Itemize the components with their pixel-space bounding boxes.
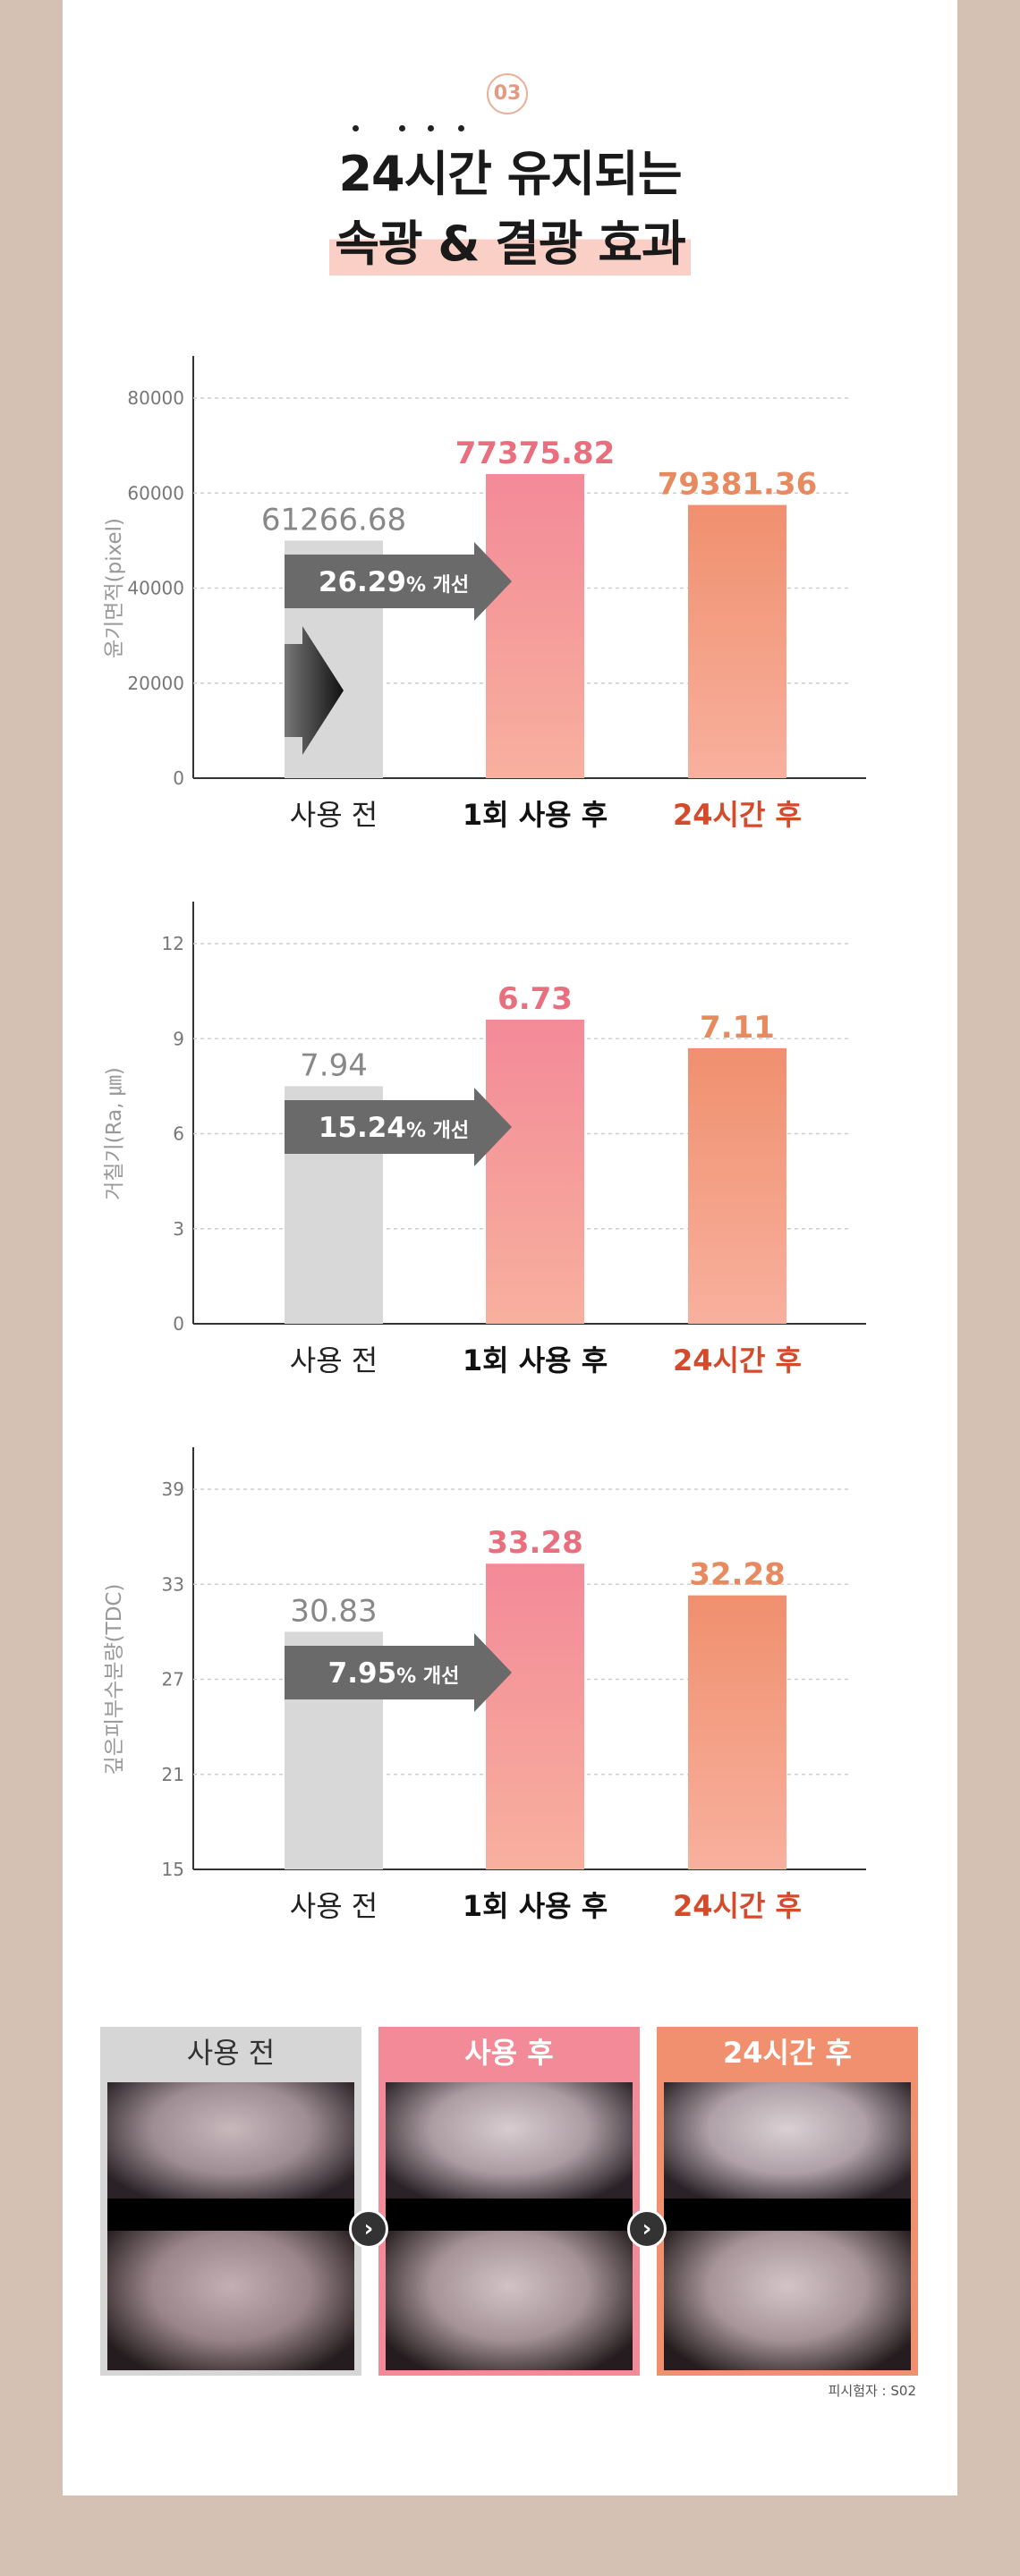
bar: [486, 1020, 584, 1324]
y-tick-label: 9: [173, 1028, 184, 1049]
data-label: 6.73: [497, 981, 573, 1017]
x-tick-label: 24시간 후: [673, 1343, 802, 1377]
x-tick-label: 24시간 후: [673, 798, 802, 832]
subject-note: 피시험자 : S02: [828, 2383, 916, 2399]
page-subtitle: 속광 & 결광 효과: [329, 213, 691, 275]
improvement-arrow: [285, 542, 512, 621]
x-tick-label: 1회 사용 후: [463, 798, 608, 832]
bar: [486, 1563, 584, 1869]
y-tick-label: 15: [162, 1859, 184, 1880]
data-label: 33.28: [487, 1525, 583, 1561]
y-tick-label: 0: [173, 767, 184, 789]
chevron-right-icon: ›: [627, 2209, 667, 2249]
chart-gloss-area: 0 20000 40000 60000 80000 윤기면적(pixel) 61266.68…: [0, 340, 1020, 859]
y-tick-label: 40000: [127, 578, 184, 599]
y-tick-label: 3: [173, 1218, 184, 1240]
data-label: 7.11: [700, 1010, 775, 1046]
page-title: 24시간 유지되는: [338, 146, 682, 202]
before-after-photos: 사용 전 사용 후 24시간 후: [0, 2027, 1020, 2376]
improvement-arrow: [285, 1088, 512, 1166]
photo-panel-24h: 24시간 후: [657, 2027, 918, 2376]
data-label: 32.28: [689, 1557, 786, 1593]
y-tick-label: 39: [162, 1479, 184, 1500]
photo-panel-label: 사용 후: [464, 2036, 554, 2070]
x-tick-label: 사용 전: [290, 1343, 378, 1377]
chevron-right-icon: ›: [349, 2209, 388, 2249]
chart-svg: 0 3 6 9 12 거칠기(Ra, ㎛) 7.94 사용 전 6.73 1회 사용 후 7.11 2…: [103, 902, 866, 1377]
chart-deep-moisture: 15 21 27 33 39 깊은피부수분량(TDC) 30.83 사용 전 33.28 1회 사…: [0, 1431, 1020, 1950]
y-tick-label: 21: [162, 1764, 184, 1785]
x-tick-label: 사용 전: [290, 1889, 378, 1923]
y-tick-label: 60000: [127, 482, 184, 504]
y-tick-label: 27: [162, 1669, 184, 1690]
data-label: 79381.36: [658, 467, 818, 503]
x-tick-label: 1회 사용 후: [463, 1889, 608, 1923]
data-label: 30.83: [290, 1593, 377, 1629]
x-tick-label: 24시간 후: [673, 1889, 802, 1923]
y-axis-label: 깊은피부수분량(TDC): [103, 1584, 126, 1775]
y-axis-label: 윤기면적(pixel): [103, 518, 126, 658]
y-axis-label: 거칠기(Ra, ㎛): [103, 1067, 126, 1200]
improvement-arrow: [285, 1633, 512, 1712]
photo-panel-before: 사용 전: [100, 2027, 361, 2376]
emphasis-dots: [0, 125, 1020, 134]
data-label: 61266.68: [261, 502, 406, 538]
improvement-label: 15.24% 개선: [319, 1112, 469, 1144]
photo-panel-after: 사용 후: [378, 2027, 640, 2376]
improvement-label: 26.29% 개선: [319, 566, 469, 598]
chart-svg: 15 21 27 33 39 깊은피부수분량(TDC) 30.83 사용 전 33.28 1회 사…: [103, 1447, 866, 1923]
y-tick-label: 0: [173, 1313, 184, 1335]
bar: [688, 504, 786, 778]
x-tick-label: 사용 전: [290, 798, 378, 832]
face-photo: [386, 2082, 633, 2370]
y-tick-label: 20000: [127, 673, 184, 694]
data-label: 77375.82: [455, 436, 616, 471]
bar: [688, 1047, 786, 1324]
y-tick-label: 33: [162, 1573, 184, 1595]
data-label: 7.94: [300, 1047, 368, 1083]
x-tick-label: 1회 사용 후: [463, 1343, 608, 1377]
photo-panel-label: 사용 전: [186, 2036, 276, 2070]
y-tick-label: 12: [162, 933, 184, 954]
chart-roughness: 0 3 6 9 12 거칠기(Ra, ㎛) 7.94 사용 전 6.73 1회 사용 후 7.11 2…: [0, 886, 1020, 1404]
improvement-label: 7.95% 개선: [328, 1657, 460, 1690]
section-number-badge: 03: [487, 73, 528, 114]
y-tick-label: 6: [173, 1123, 184, 1145]
chart-svg: 0 20000 40000 60000 80000 윤기면적(pixel) 61266.68…: [103, 356, 866, 832]
play-arrow-icon: [285, 626, 344, 755]
y-tick-label: 80000: [127, 387, 184, 409]
bar: [688, 1595, 786, 1869]
face-photo: [107, 2082, 354, 2370]
bar: [486, 474, 584, 778]
face-photo: [664, 2082, 911, 2370]
photo-panel-label: 24시간 후: [723, 2036, 852, 2070]
